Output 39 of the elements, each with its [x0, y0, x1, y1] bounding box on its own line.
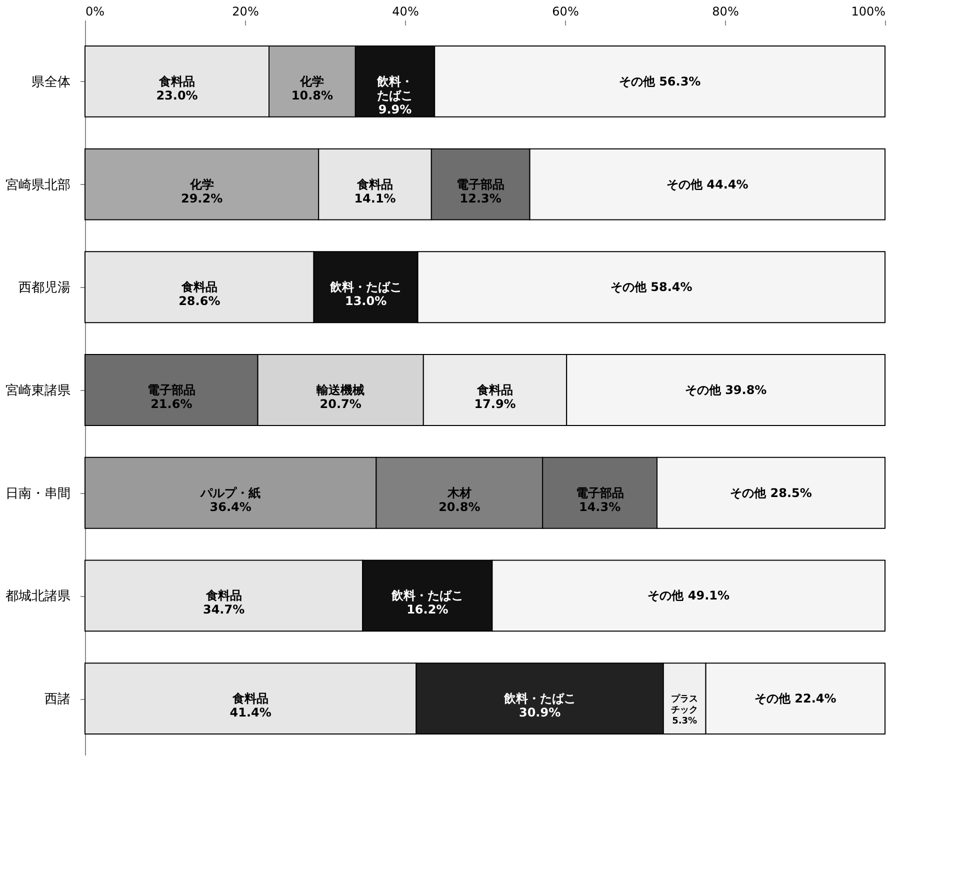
y-tick-label: 都城北諸県	[6, 589, 70, 604]
data-label: その他 58.4%	[610, 280, 692, 294]
x-tick-label: 40%	[392, 4, 419, 18]
data-label: その他 28.5%	[730, 486, 812, 500]
data-label: プラスチック 5.3%	[671, 694, 698, 727]
data-label: 電子部品 14.3%	[576, 486, 624, 514]
data-label: パルプ・紙 36.4%	[200, 486, 261, 514]
x-tick-label: 20%	[232, 4, 259, 18]
data-label: 飲料・たばこ 9.9%	[376, 74, 413, 116]
x-tick-label: 0%	[86, 4, 105, 18]
data-label: その他 39.8%	[684, 383, 767, 397]
data-label: 化学 10.8%	[291, 74, 334, 102]
data-label: 食料品 41.4%	[230, 692, 272, 720]
data-label: 食料品 14.1%	[354, 177, 396, 206]
data-label: 食料品 17.9%	[474, 383, 516, 411]
data-label: 電子部品 12.3%	[456, 177, 505, 206]
x-tick-label: 100%	[851, 4, 886, 18]
x-tick-label: 80%	[712, 4, 739, 18]
x-tick-label: 60%	[552, 4, 579, 18]
y-tick-label: 日南・串間	[6, 486, 70, 502]
data-label: その他 56.3%	[618, 74, 701, 88]
data-label: その他 49.1%	[648, 588, 730, 603]
y-tick-label: 西都児湯	[18, 280, 70, 296]
y-tick-label: 県全体	[32, 74, 70, 90]
data-label: 輸送機械 20.7%	[316, 383, 365, 411]
data-label: 飲料・たばこ 30.9%	[502, 692, 576, 720]
data-label: 飲料・たばこ 13.0%	[328, 280, 402, 308]
data-label: 飲料・たばこ 16.2%	[390, 588, 464, 617]
y-tick-label: 西諸	[44, 692, 70, 708]
data-label: 食料品 34.7%	[202, 588, 245, 617]
data-label: その他 44.4%	[666, 177, 748, 192]
data-label: 木材 20.8%	[438, 486, 480, 514]
y-tick-label: 宮崎東諸県	[6, 382, 70, 398]
data-label: 電子部品 21.6%	[147, 383, 196, 411]
data-label: 食料品 28.6%	[178, 280, 220, 308]
data-label: その他 22.4%	[754, 692, 836, 706]
y-tick-label: 宮崎県北部	[6, 176, 70, 193]
data-label: 化学 29.2%	[180, 177, 223, 206]
data-label: 食料品 23.0%	[156, 74, 198, 102]
